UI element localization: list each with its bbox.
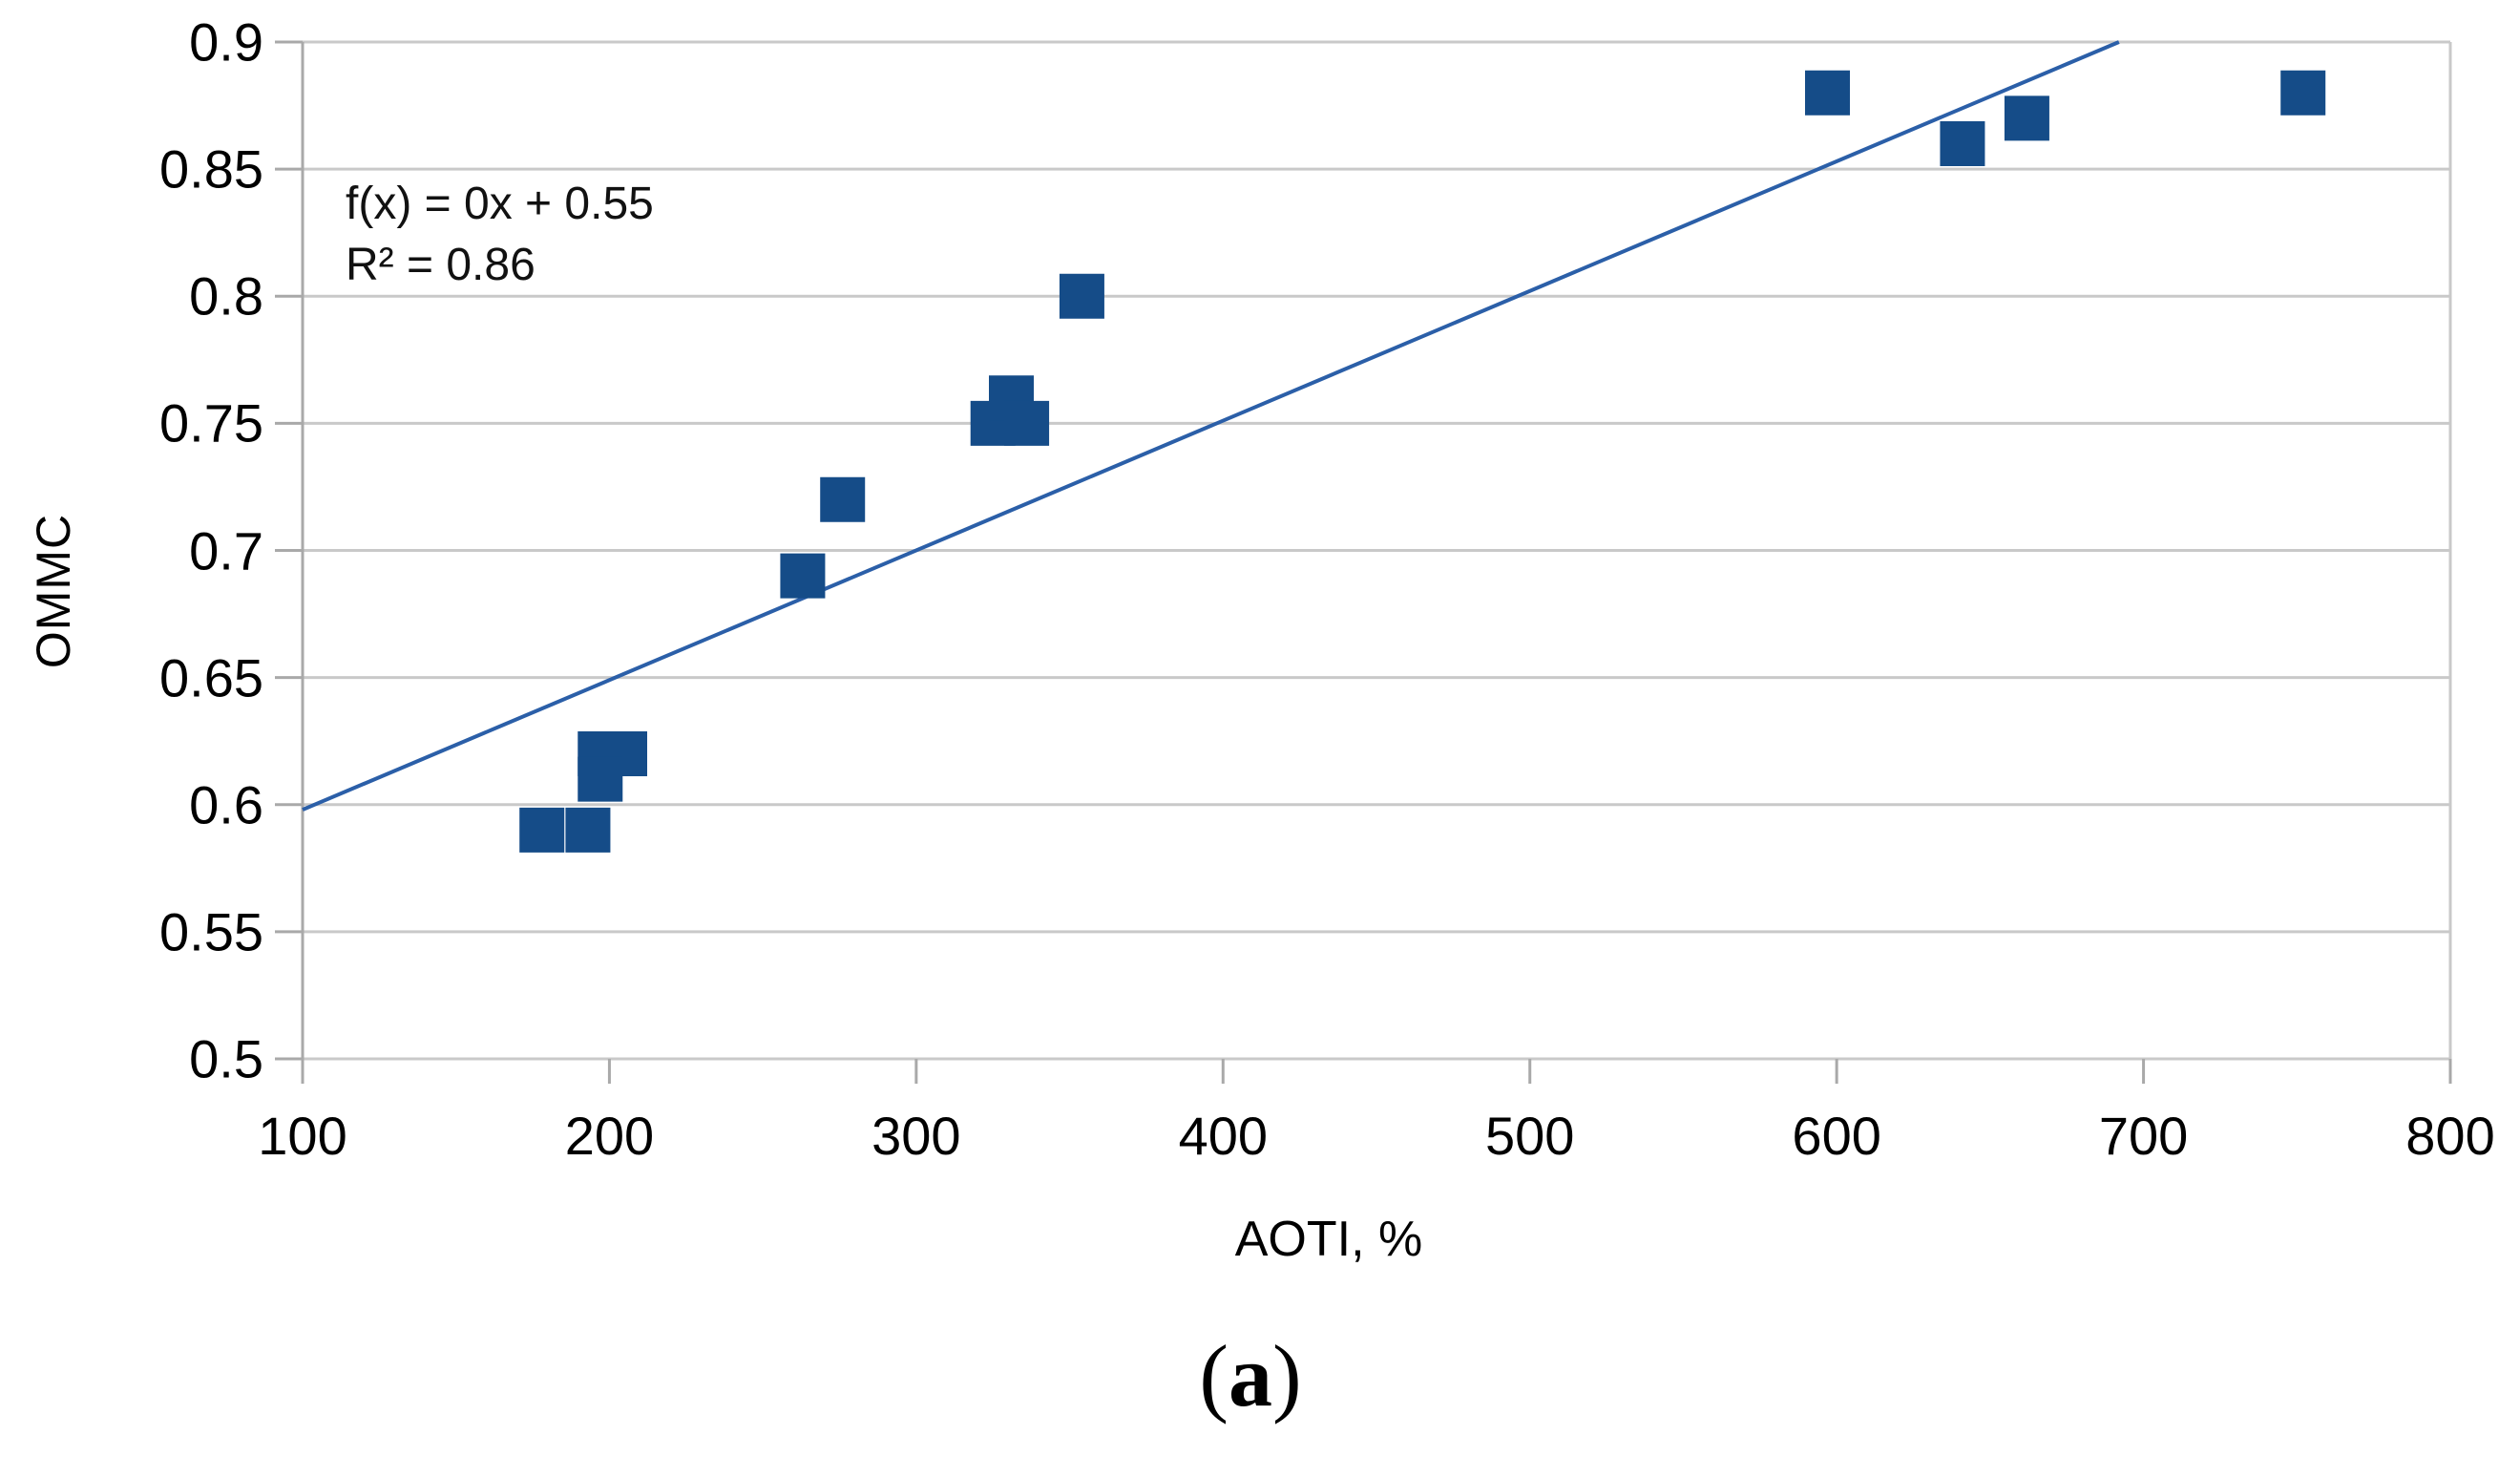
x-tick-label: 800	[2405, 1106, 2495, 1166]
data-point	[1059, 273, 1104, 319]
figure-caption: (a)	[1107, 1325, 1394, 1426]
data-point	[2280, 70, 2326, 116]
data-point	[1940, 121, 1985, 166]
data-point	[578, 756, 623, 802]
y-tick-label: 0.65	[159, 647, 263, 708]
y-tick-label: 0.7	[189, 520, 263, 581]
trendline-r-squared: R² = 0.86	[346, 240, 536, 290]
x-axis-title: AOTI, %	[1234, 1212, 1423, 1267]
x-tick-label: 500	[1484, 1106, 1575, 1166]
trendline-annotation: f(x) = 0x + 0.55 R² = 0.86	[346, 174, 654, 296]
x-tick-label: 300	[872, 1106, 961, 1166]
y-tick-label: 0.5	[189, 1028, 263, 1089]
data-point	[2004, 95, 2049, 141]
y-tick-label: 0.55	[159, 901, 263, 962]
data-point	[519, 807, 565, 853]
y-tick-label: 0.85	[159, 138, 263, 200]
y-tick-label: 0.75	[159, 392, 263, 454]
y-tick-label: 0.8	[189, 265, 263, 327]
x-tick-label: 700	[2098, 1106, 2189, 1166]
data-point	[1004, 400, 1050, 446]
trendline-equation: f(x) = 0x + 0.55	[346, 179, 654, 229]
data-point	[820, 476, 866, 522]
y-tick-label: 0.6	[189, 774, 263, 835]
caption-paren-open: (	[1199, 1327, 1228, 1425]
x-tick-label: 200	[564, 1106, 655, 1166]
data-point	[1805, 70, 1850, 116]
caption-paren-close: )	[1272, 1327, 1302, 1425]
y-axis-title: OMMC	[27, 513, 80, 669]
x-tick-label: 600	[1792, 1106, 1881, 1166]
caption-letter: a	[1228, 1327, 1272, 1425]
y-tick-label: 0.9	[189, 11, 263, 73]
trend-line	[302, 40, 2120, 812]
data-point	[780, 553, 826, 599]
data-point	[565, 807, 611, 853]
x-tick-label: 100	[258, 1106, 347, 1166]
x-tick-label: 400	[1178, 1106, 1268, 1166]
